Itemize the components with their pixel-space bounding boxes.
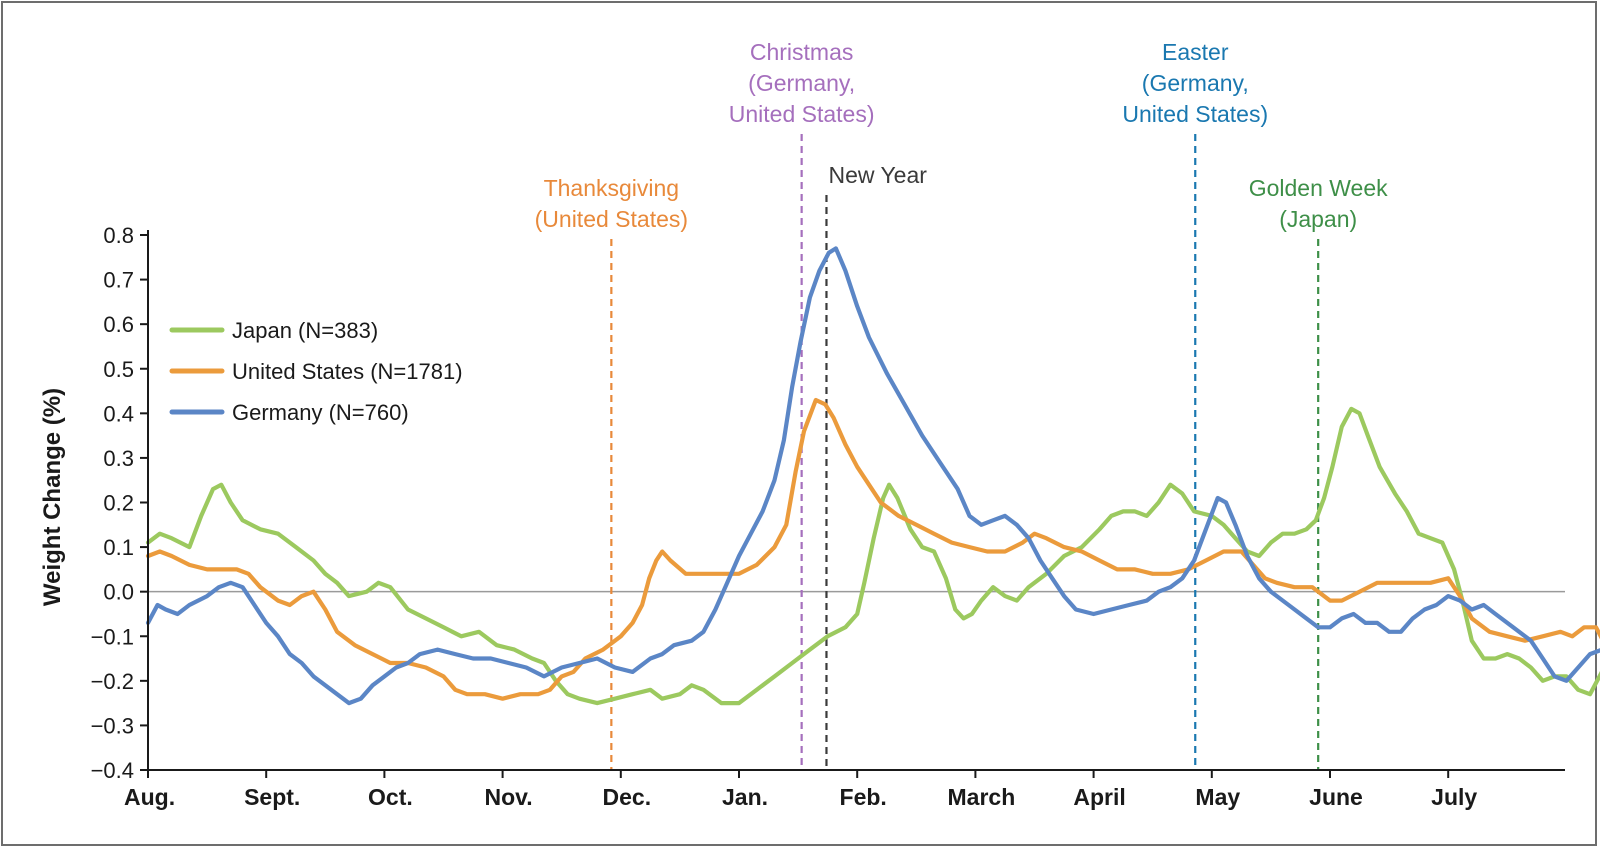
- y-tick-label-8: 0.0: [103, 580, 134, 605]
- x-tick-label-11: July: [1431, 784, 1477, 810]
- event-label-2-0: New Year: [828, 162, 927, 188]
- y-tick-label-1: 0.7: [103, 268, 134, 293]
- y-tick-label-9: −0.1: [91, 624, 134, 649]
- x-tick-label-1: Sept.: [244, 784, 300, 810]
- event-label-3-1: (Germany,: [1142, 70, 1249, 96]
- x-tick-label-3: Nov.: [485, 784, 533, 810]
- series-lines: [145, 246, 1600, 706]
- x-tick-label-0: Aug.: [124, 784, 175, 810]
- y-tick-label-4: 0.4: [103, 401, 134, 426]
- y-axis-label: Weight Change (%): [39, 388, 66, 606]
- event-label-3-0: Easter: [1162, 39, 1229, 65]
- event-label-0-1: (United States): [535, 206, 688, 232]
- event-label-4-0: Golden Week: [1249, 175, 1388, 201]
- axes: 0.8 0.7 0.6 0.5 0.4 0.3 0.2 0.1 0.0 −0.1 −0.2 −0.3 −…: [91, 223, 1565, 810]
- series-line-1: [145, 397, 1600, 701]
- y-tick-label-12: −0.4: [91, 758, 134, 783]
- y-tick-label-2: 0.6: [103, 312, 134, 337]
- x-tick-label-10: June: [1309, 784, 1363, 810]
- x-tick-label-7: March: [948, 784, 1016, 810]
- event-label-1-0: Christmas: [750, 39, 854, 65]
- x-tick-label-9: May: [1195, 784, 1240, 810]
- x-tick-label-5: Jan.: [722, 784, 768, 810]
- holiday-markers: Thanksgiving (United States) Christmas (Ger…: [535, 39, 1388, 770]
- x-tick-label-6: Feb.: [840, 784, 887, 810]
- x-tick-label-2: Oct.: [368, 784, 413, 810]
- y-tick-label-5: 0.3: [103, 446, 134, 471]
- y-tick-label-10: −0.2: [91, 669, 134, 694]
- event-label-1-1: (Germany,: [748, 70, 855, 96]
- legend-label-1: United States (N=1781): [232, 359, 463, 384]
- series-line-2: [145, 246, 1600, 706]
- event-label-4-1: (Japan): [1279, 206, 1357, 232]
- event-label-3-2: United States): [1122, 101, 1268, 127]
- y-tick-label-6: 0.2: [103, 491, 134, 516]
- x-tick-label-8: April: [1073, 784, 1125, 810]
- y-tick-label-11: −0.3: [91, 713, 134, 738]
- y-tick-label-3: 0.5: [103, 357, 134, 382]
- event-label-1-2: United States): [729, 101, 875, 127]
- y-tick-label-0: 0.8: [103, 223, 134, 248]
- legend-label-0: Japan (N=383): [232, 318, 378, 343]
- legend-label-2: Germany (N=760): [232, 400, 409, 425]
- x-tick-label-4: Dec.: [603, 784, 652, 810]
- series-line-0: [145, 406, 1600, 706]
- legend: Japan (N=383) United States (N=1781) Germa…: [169, 318, 463, 425]
- y-tick-label-7: 0.1: [103, 535, 134, 560]
- event-label-0-0: Thanksgiving: [544, 175, 680, 201]
